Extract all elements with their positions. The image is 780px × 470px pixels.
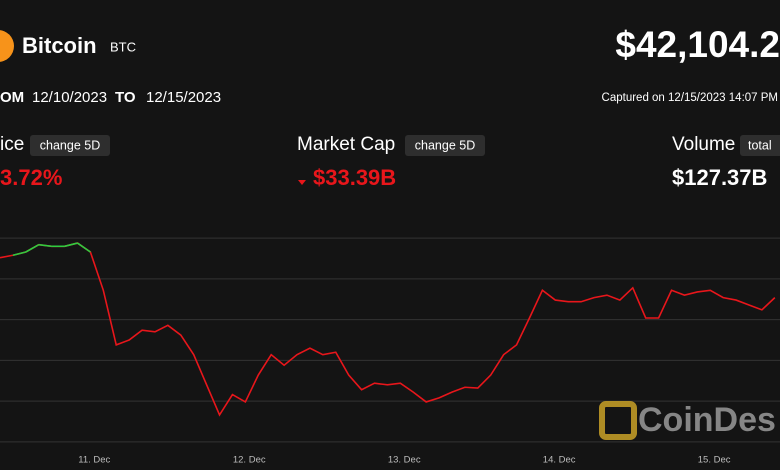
coin-name: Bitcoin [22,33,97,58]
pill-text: total [748,138,772,152]
x-tick-label: 12. Dec [233,455,266,466]
stat-label: Volume [672,134,735,155]
up-segment [12,251,27,257]
to-label: TO [115,89,136,106]
bitcoin-icon [0,30,14,62]
x-tick-label: 15. Dec [698,455,731,466]
price-line [0,242,776,417]
plot: 11. Dec 12. Dec 13. Dec 14. Dec 15. Dec [0,237,780,466]
captured: Captured on 12/15/2023 14:07 PM [602,92,778,104]
stat-label: ice [0,134,24,155]
up-segment [64,242,78,248]
x-tick-label: 11. Dec [78,455,110,466]
to-date: 12/15/2023 [146,89,221,106]
up-segment [25,243,40,253]
stat-value: 3.72% [0,165,62,190]
watermark-logo [599,401,637,440]
up-segment [38,243,52,248]
pill [740,135,780,156]
from-label: OM [0,89,24,106]
stat-value: $33.39B [313,165,396,190]
x-tick-label: 14. Dec [543,455,576,466]
down-arrow [298,180,306,185]
pill [30,135,110,156]
x-tick-label: 13. Dec [388,455,421,466]
coin-symbol: BTC [110,39,136,54]
from-date: 12/10/2023 [32,89,107,106]
watermark: CoinDes [638,401,776,439]
stat-label: Market Cap [297,134,395,155]
pill-text: change 5D [415,138,475,152]
stat-value: $127.37B [672,165,767,190]
pill [405,135,485,156]
up-segment [77,242,91,253]
price: $42,104.2 [615,24,780,65]
pill-text: change 5D [40,138,100,152]
